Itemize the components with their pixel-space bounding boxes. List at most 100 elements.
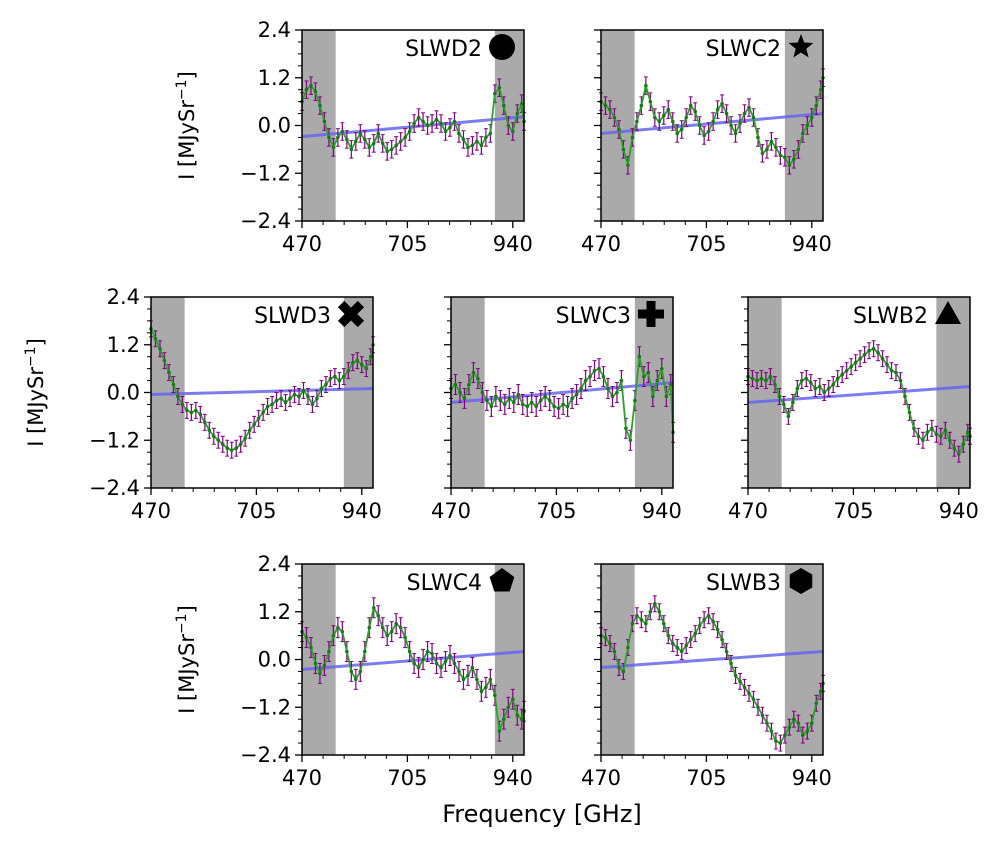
data-point [809, 721, 814, 725]
data-point [579, 386, 583, 391]
data-point [389, 629, 394, 634]
data-point [921, 438, 925, 443]
data-point [279, 396, 283, 401]
data-point [457, 131, 461, 136]
data-point [243, 436, 247, 441]
data-point [679, 127, 684, 132]
data-point [345, 137, 349, 142]
data-point [808, 380, 813, 385]
data-point [457, 669, 461, 674]
panel-slwd3: 470 705 940 −2.4 −1.2 0.0 1.2 2.4 I [MJySr−1] SLW… [23, 285, 382, 523]
data-point [439, 665, 443, 670]
data-point [889, 368, 894, 373]
data-point [358, 131, 363, 136]
data-point [637, 354, 642, 359]
data-point [412, 121, 416, 126]
data-point [452, 661, 457, 666]
y-tick-label: −1.2 [240, 695, 291, 719]
cross-x-shape [337, 300, 365, 328]
data-point [633, 398, 637, 403]
data-point [661, 621, 666, 626]
data-point [351, 360, 355, 365]
data-point [407, 129, 412, 134]
data-point [547, 398, 552, 403]
data-point [525, 404, 530, 409]
data-point [304, 635, 309, 640]
data-point [252, 422, 256, 427]
data-point [853, 360, 858, 365]
data-point [448, 125, 452, 130]
data-point [684, 643, 689, 648]
data-point [679, 649, 684, 654]
data-point [180, 402, 185, 407]
data-point [639, 617, 644, 622]
data-point [380, 625, 385, 630]
data-point [783, 733, 787, 737]
data-point [651, 394, 655, 399]
data-point [583, 378, 588, 383]
data-point [380, 141, 385, 146]
data-point [309, 645, 313, 650]
data-point [862, 352, 867, 357]
data-point [313, 89, 318, 94]
data-point [759, 376, 764, 381]
data-point [515, 713, 520, 718]
x-tick-label: 705 [236, 499, 276, 523]
data-point [630, 621, 635, 626]
data-point [653, 115, 657, 120]
data-point [817, 384, 822, 389]
data-point [769, 729, 774, 733]
x-axis-label: Frequency [GHz] [442, 800, 642, 828]
panel-title: SLWD3 [254, 304, 331, 329]
data-point [270, 402, 274, 407]
data-point [354, 677, 358, 682]
data-point [635, 613, 639, 618]
data-point [588, 374, 592, 379]
data-point [612, 649, 617, 654]
data-point [777, 394, 782, 399]
data-point [666, 633, 671, 638]
data-point [657, 609, 662, 614]
y-axis-label: I [MJySr−1] [23, 338, 48, 447]
data-point [858, 356, 862, 361]
data-point [787, 725, 792, 729]
data-point [416, 665, 421, 670]
data-point [403, 635, 407, 640]
y-axis-label-close: ] [24, 338, 48, 346]
shaded-band-1 [343, 297, 373, 488]
data-point [389, 147, 394, 152]
data-point [639, 103, 644, 108]
data-point [461, 677, 466, 682]
data-point [760, 151, 765, 156]
data-point [162, 358, 167, 363]
panel-slwd2: 470 705 940 −2.4 −1.2 0.0 1.2 2.4 I [MJySr−1] SLW… [174, 18, 533, 256]
data-point [774, 145, 778, 150]
data-point [471, 370, 476, 375]
data-point [646, 370, 651, 375]
data-point [376, 131, 381, 136]
data-point [349, 147, 354, 152]
data-point [747, 691, 751, 696]
data-point [791, 400, 795, 405]
data-point [306, 394, 310, 399]
data-point [697, 623, 702, 628]
data-point [792, 157, 796, 162]
data-point [220, 442, 225, 447]
panel-slwc2: 470 705 940 SLWC2 [581, 29, 832, 256]
shaded-band-1 [784, 30, 823, 221]
data-point [764, 378, 768, 383]
data-point [814, 701, 819, 706]
data-point [783, 155, 787, 160]
data-point [702, 133, 706, 138]
data-point [787, 163, 792, 168]
data-point [702, 617, 706, 622]
data-point [394, 143, 398, 148]
data-point [653, 601, 657, 606]
data-point [371, 605, 376, 610]
data-point [715, 107, 720, 112]
data-point [565, 404, 570, 409]
data-point [809, 115, 814, 120]
data-point [403, 135, 407, 140]
data-point [729, 661, 733, 666]
